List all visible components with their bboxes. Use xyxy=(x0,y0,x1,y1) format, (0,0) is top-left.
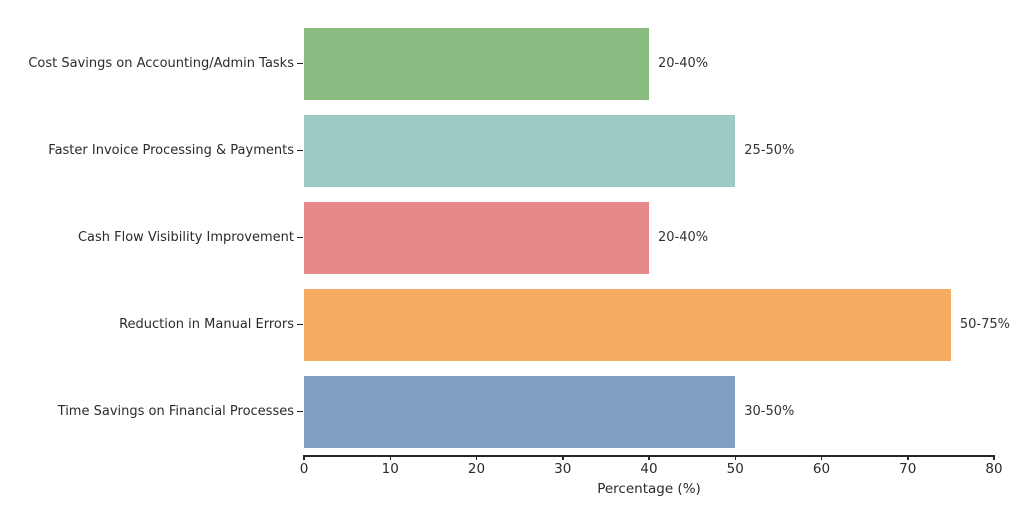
x-tick-mark xyxy=(907,455,909,460)
category-label: Cost Savings on Accounting/Admin Tasks xyxy=(28,55,294,71)
bar-value-label: 20-40% xyxy=(658,55,709,71)
category-label: Time Savings on Financial Processes xyxy=(57,403,294,419)
x-tick-label: 50 xyxy=(726,461,744,477)
x-tick-mark xyxy=(734,455,736,460)
x-axis-title: Percentage (%) xyxy=(597,481,701,497)
x-tick-label: 10 xyxy=(381,461,399,477)
x-tick-mark xyxy=(562,455,564,460)
y-tick-mark xyxy=(297,323,303,326)
chart-bar xyxy=(304,27,649,100)
x-tick-mark xyxy=(648,455,650,460)
y-tick-mark xyxy=(297,410,303,413)
bar-value-label: 25-50% xyxy=(744,142,795,158)
x-tick-label: 40 xyxy=(640,461,658,477)
x-tick-label: 80 xyxy=(985,461,1003,477)
bar-value-label: 50-75% xyxy=(959,316,1011,332)
category-label: Reduction in Manual Errors xyxy=(119,316,294,332)
chart-bar xyxy=(304,288,951,361)
x-tick-mark xyxy=(820,455,823,460)
x-tick-mark xyxy=(993,455,995,460)
chart-bar xyxy=(304,114,736,187)
x-tick-label: 20 xyxy=(467,461,486,477)
chart-bar xyxy=(304,375,736,448)
x-tick-label: 30 xyxy=(554,461,572,477)
category-label: Faster Invoice Processing & Payments xyxy=(48,142,294,158)
x-tick-mark xyxy=(303,455,305,460)
x-tick-mark xyxy=(389,455,391,460)
x-tick-label: 70 xyxy=(899,461,917,477)
bar-value-label: 20-40% xyxy=(658,229,709,245)
y-tick-mark xyxy=(297,62,303,65)
x-tick-mark xyxy=(475,455,478,460)
y-tick-mark xyxy=(297,149,303,152)
category-label: Cash Flow Visibility Improvement xyxy=(77,229,294,245)
x-tick-label: 0 xyxy=(299,461,309,477)
chart-bar xyxy=(304,201,649,274)
y-tick-mark xyxy=(297,236,303,239)
x-tick-label: 60 xyxy=(812,461,831,477)
bar-value-label: 30-50% xyxy=(744,403,795,419)
